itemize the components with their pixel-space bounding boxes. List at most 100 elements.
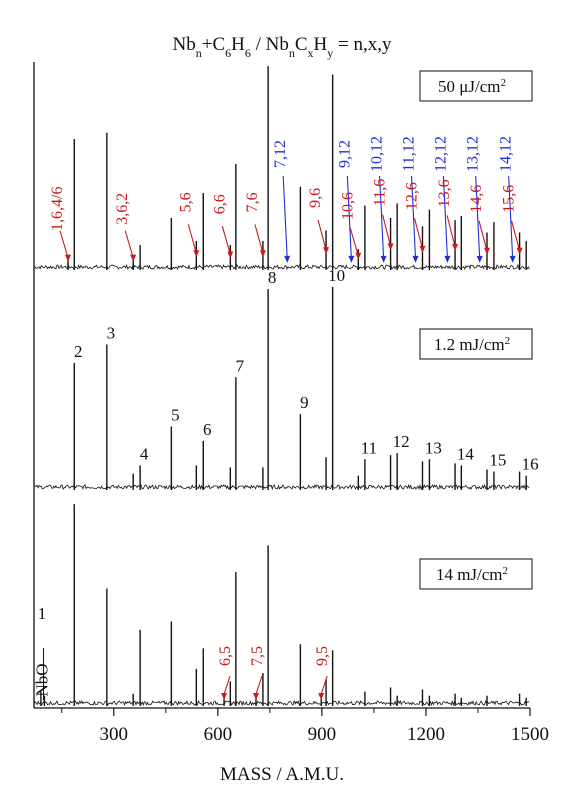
arrow-head: [64, 254, 71, 262]
fluence-label: 50 μJ/cm2: [438, 77, 506, 96]
species-arrow: [446, 215, 456, 248]
species-arrow: [221, 226, 231, 255]
species-arrow: [187, 224, 197, 254]
species-label: 14,6: [468, 185, 485, 213]
fluence-label: 1.2 mJ/cm2: [434, 335, 510, 354]
species-arrow: [320, 675, 328, 695]
x-axis-label: MASS / A.M.U.: [220, 764, 344, 785]
species-arrow: [254, 224, 264, 254]
spectrum-baseline: [33, 483, 530, 491]
arrow-head: [284, 255, 291, 263]
arrow-head: [318, 693, 325, 700]
cluster-size-label: 4: [140, 444, 149, 463]
cluster-size-label: 8: [268, 268, 277, 287]
cluster-size-label: 9: [300, 393, 309, 412]
species-label: 12,6: [403, 182, 420, 210]
cluster-size-label: 7: [236, 356, 245, 375]
arrow-head: [348, 255, 355, 263]
cluster-size-label: 1: [38, 604, 47, 623]
arrow-head: [444, 255, 451, 263]
fluence-label-box: [419, 70, 533, 102]
x-tick-label: 600: [204, 724, 233, 745]
x-tick-label: 1500: [511, 724, 549, 745]
arrow-head: [419, 245, 426, 253]
cluster-size-label: 14: [457, 444, 475, 463]
arrow-head: [252, 693, 259, 700]
cluster-size-label: 13: [425, 438, 442, 457]
species-label: 9,12: [336, 140, 353, 168]
arrow-head: [380, 255, 387, 263]
species-arrow: [379, 175, 385, 259]
species-arrow: [478, 220, 488, 251]
species-arrow: [317, 219, 327, 251]
cluster-size-label: 6: [203, 420, 212, 439]
species-arrow: [223, 675, 231, 695]
species-label: 9,6: [307, 188, 324, 208]
species-label: 13,6: [436, 179, 453, 207]
cluster-size-label: 11: [361, 438, 377, 457]
species-arrow: [349, 227, 359, 256]
spectrum-baseline: [33, 699, 530, 707]
fluence-label-box: [419, 558, 533, 590]
species-arrow: [475, 175, 481, 259]
species-label: 15,6: [501, 185, 518, 213]
arrow-head: [130, 254, 137, 262]
species-label: 7,5: [249, 646, 266, 666]
cluster-size-label: 15: [489, 451, 506, 470]
x-tick-label: 1200: [407, 724, 445, 745]
species-arrow: [442, 175, 448, 259]
species-label: 14,12: [498, 136, 515, 172]
x-tick-label: 900: [308, 724, 337, 745]
species-label: 10,12: [369, 136, 386, 172]
species-label: 3,6,2: [114, 193, 131, 225]
arrow-head: [452, 244, 459, 252]
species-label: 10,6: [339, 192, 356, 220]
species-label: 6,6: [211, 194, 228, 214]
species-arrow: [382, 214, 392, 247]
species-arrow: [413, 217, 424, 250]
x-axis-ticks: 300 600 900 1200 1500: [61, 708, 549, 745]
species-arrow: [508, 175, 514, 259]
plot-area: 50 μJ/cm2 1,6,4/6 3,6,2 5,6 6,6 7,6 7,12 9,6 9,1…: [33, 66, 539, 707]
species-label: 12,12: [432, 136, 449, 172]
species-label: 7,6: [244, 192, 261, 212]
cluster-size-label: 10: [328, 266, 345, 285]
species-label: 7,12: [272, 140, 289, 168]
arrow-head: [193, 250, 200, 258]
x-tick-label: 300: [100, 724, 129, 745]
fluence-label-box: [419, 328, 533, 360]
spectrum-baseline: [33, 263, 530, 271]
cluster-size-label: 12: [393, 432, 410, 451]
species-arrow: [346, 175, 352, 259]
species-arrow: [410, 175, 417, 259]
species-label: 5,6: [177, 192, 194, 212]
arrow-head: [227, 251, 234, 259]
species-label: 9,5: [314, 646, 331, 666]
species-label: 1,6,4/6: [49, 186, 66, 230]
cluster-size-label: 16: [522, 455, 539, 474]
arrow-head: [259, 250, 266, 258]
species-arrow: [255, 675, 263, 695]
species-arrow: [124, 230, 134, 258]
species-arrow: [59, 230, 69, 258]
species-label: 13,12: [465, 136, 482, 172]
chart-title: Nbn+C6H6 / NbnCxHy = n,x,y: [173, 34, 392, 60]
arrow-head: [412, 255, 419, 263]
fluence-label: 14 mJ/cm2: [436, 565, 508, 584]
species-label: 11,6: [372, 179, 389, 206]
species-label: 6,5: [217, 646, 234, 666]
arrow-head: [355, 252, 362, 260]
species-label: 11,12: [401, 136, 418, 171]
arrow-head: [516, 247, 523, 255]
arrow-head: [509, 255, 516, 263]
nbo-label: NbO: [33, 663, 52, 696]
arrow-head: [483, 247, 490, 255]
arrow-head: [476, 255, 483, 263]
cluster-size-label: 3: [107, 323, 116, 342]
arrow-head: [221, 693, 228, 700]
species-arrow: [511, 220, 521, 251]
arrow-head: [387, 243, 394, 251]
species-arrow: [282, 175, 288, 259]
cluster-size-label: 2: [74, 342, 83, 361]
